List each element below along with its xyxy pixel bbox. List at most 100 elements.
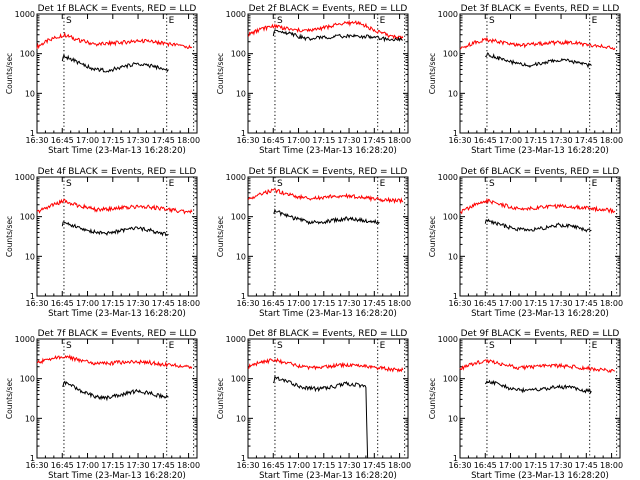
- x-tick-label: 16:30: [25, 299, 48, 308]
- x-tick-label: 16:30: [236, 461, 259, 470]
- marker-label: E: [592, 179, 598, 189]
- panel-det-1: Det 1f BLACK = Events, RED = LLD 16:30 16:…: [5, 4, 200, 156]
- panel-title: Det 7f BLACK = Events, RED = LLD: [38, 329, 197, 339]
- series-line-events: [272, 375, 370, 459]
- x-tick-label: 17:15: [312, 299, 335, 308]
- x-tick-label: 17:30: [127, 461, 150, 470]
- marker-label: E: [592, 16, 598, 26]
- y-tick-label: 100: [231, 50, 246, 59]
- plot-frame: [36, 338, 198, 459]
- y-axis-label: Counts/sec: [216, 53, 225, 94]
- series-line-events: [272, 29, 403, 43]
- series-line-events: [273, 208, 380, 226]
- x-tick-label: 17:00: [287, 461, 310, 470]
- y-tick-label: 1: [453, 129, 458, 138]
- x-tick-label: 16:30: [448, 136, 471, 145]
- x-tick-label: 17:45: [363, 136, 386, 145]
- y-tick-label: 1: [241, 129, 246, 138]
- series-line-lld: [459, 36, 616, 51]
- x-axis-label: Start Time (23-Mar-13 16:28:20): [48, 309, 186, 319]
- x-tick-label: 17:45: [152, 461, 175, 470]
- panel-det-4: Det 4f BLACK = Events, RED = LLD 16:30 16:…: [5, 167, 200, 319]
- x-tick-label: 17:00: [76, 136, 99, 145]
- panel-title: Det 4f BLACK = Events, RED = LLD: [38, 167, 197, 177]
- marker-label: S: [66, 16, 72, 26]
- marker-label: S: [277, 16, 283, 26]
- y-tick-label: 100: [443, 213, 458, 222]
- y-tick-label: 1000: [15, 10, 35, 19]
- x-tick-label: 16:45: [262, 461, 285, 470]
- y-tick-label: 1000: [438, 10, 458, 19]
- x-tick-label: 17:00: [287, 136, 310, 145]
- y-tick-label: 100: [231, 213, 246, 222]
- x-axis-label: Start Time (23-Mar-13 16:28:20): [48, 146, 186, 156]
- marker-label: S: [489, 341, 495, 351]
- y-tick-label: 10: [25, 89, 35, 98]
- y-tick-label: 10: [236, 414, 246, 423]
- marker-label: S: [66, 341, 72, 351]
- x-tick-label: 17:00: [287, 299, 310, 308]
- panel-title: Det 5f BLACK = Events, RED = LLD: [249, 167, 408, 177]
- y-axis-label: Counts/sec: [5, 378, 14, 419]
- x-tick-label: 17:00: [499, 136, 522, 145]
- y-tick-label: 10: [25, 252, 35, 261]
- x-tick-label: 17:30: [338, 461, 361, 470]
- x-tick-label: 17:15: [101, 461, 124, 470]
- x-tick-label: 17:15: [524, 299, 547, 308]
- series-line-lld: [36, 31, 193, 50]
- series-line-events: [61, 221, 169, 237]
- x-axis-label: Start Time (23-Mar-13 16:28:20): [259, 309, 397, 319]
- x-tick-label: 18:00: [600, 299, 623, 308]
- y-tick-label: 1: [453, 292, 458, 301]
- y-tick-label: 100: [443, 375, 458, 384]
- y-tick-label: 1000: [15, 173, 35, 182]
- x-tick-label: 17:30: [550, 136, 573, 145]
- y-tick-label: 1000: [226, 335, 246, 344]
- panel-det-3: Det 3f BLACK = Events, RED = LLD 16:30 16:…: [428, 4, 623, 156]
- panel-title: Det 3f BLACK = Events, RED = LLD: [461, 4, 620, 14]
- y-tick-label: 10: [236, 89, 246, 98]
- series-line-lld: [459, 197, 616, 215]
- x-tick-label: 16:30: [25, 461, 48, 470]
- panel-det-2: Det 2f BLACK = Events, RED = LLD 16:30 16:…: [216, 4, 411, 156]
- y-axis-label: Counts/sec: [216, 216, 225, 257]
- x-tick-label: 16:45: [262, 299, 285, 308]
- x-tick-label: 17:00: [499, 299, 522, 308]
- x-tick-label: 17:00: [76, 461, 99, 470]
- x-tick-label: 18:00: [600, 136, 623, 145]
- panel-title: Det 6f BLACK = Events, RED = LLD: [461, 167, 620, 177]
- y-tick-label: 10: [236, 252, 246, 261]
- y-axis-label: Counts/sec: [216, 378, 225, 419]
- y-tick-label: 1: [30, 454, 35, 463]
- x-tick-label: 17:45: [575, 461, 598, 470]
- x-tick-label: 18:00: [600, 461, 623, 470]
- x-axis-label: Start Time (23-Mar-13 16:28:20): [259, 471, 397, 480]
- plot-frame: [247, 176, 409, 297]
- series-line-events: [484, 379, 592, 395]
- x-axis-label: Start Time (23-Mar-13 16:28:20): [471, 309, 609, 319]
- y-tick-label: 1000: [438, 173, 458, 182]
- x-tick-label: 17:45: [575, 299, 598, 308]
- marker-label: E: [380, 16, 386, 26]
- marker-label: E: [380, 341, 386, 351]
- x-tick-label: 17:45: [363, 461, 386, 470]
- y-tick-label: 1000: [226, 173, 246, 182]
- x-tick-label: 17:15: [524, 461, 547, 470]
- series-line-lld: [459, 358, 616, 374]
- x-tick-label: 17:30: [127, 299, 150, 308]
- x-tick-label: 16:30: [448, 461, 471, 470]
- x-tick-label: 16:30: [236, 136, 259, 145]
- y-tick-label: 100: [20, 375, 35, 384]
- plot-frame: [247, 13, 409, 134]
- panel-det-6: Det 6f BLACK = Events, RED = LLD 16:30 16:…: [428, 167, 623, 319]
- x-tick-label: 17:15: [101, 136, 124, 145]
- panel-det-8: Det 8f BLACK = Events, RED = LLD 16:30 16:…: [216, 329, 411, 480]
- y-tick-label: 1000: [438, 335, 458, 344]
- x-tick-label: 17:30: [550, 299, 573, 308]
- x-tick-label: 17:30: [338, 136, 361, 145]
- x-tick-label: 18:00: [388, 299, 411, 308]
- y-axis-label: Counts/sec: [428, 378, 437, 419]
- series-line-lld: [247, 188, 404, 205]
- y-tick-label: 1: [30, 129, 35, 138]
- y-tick-label: 100: [231, 375, 246, 384]
